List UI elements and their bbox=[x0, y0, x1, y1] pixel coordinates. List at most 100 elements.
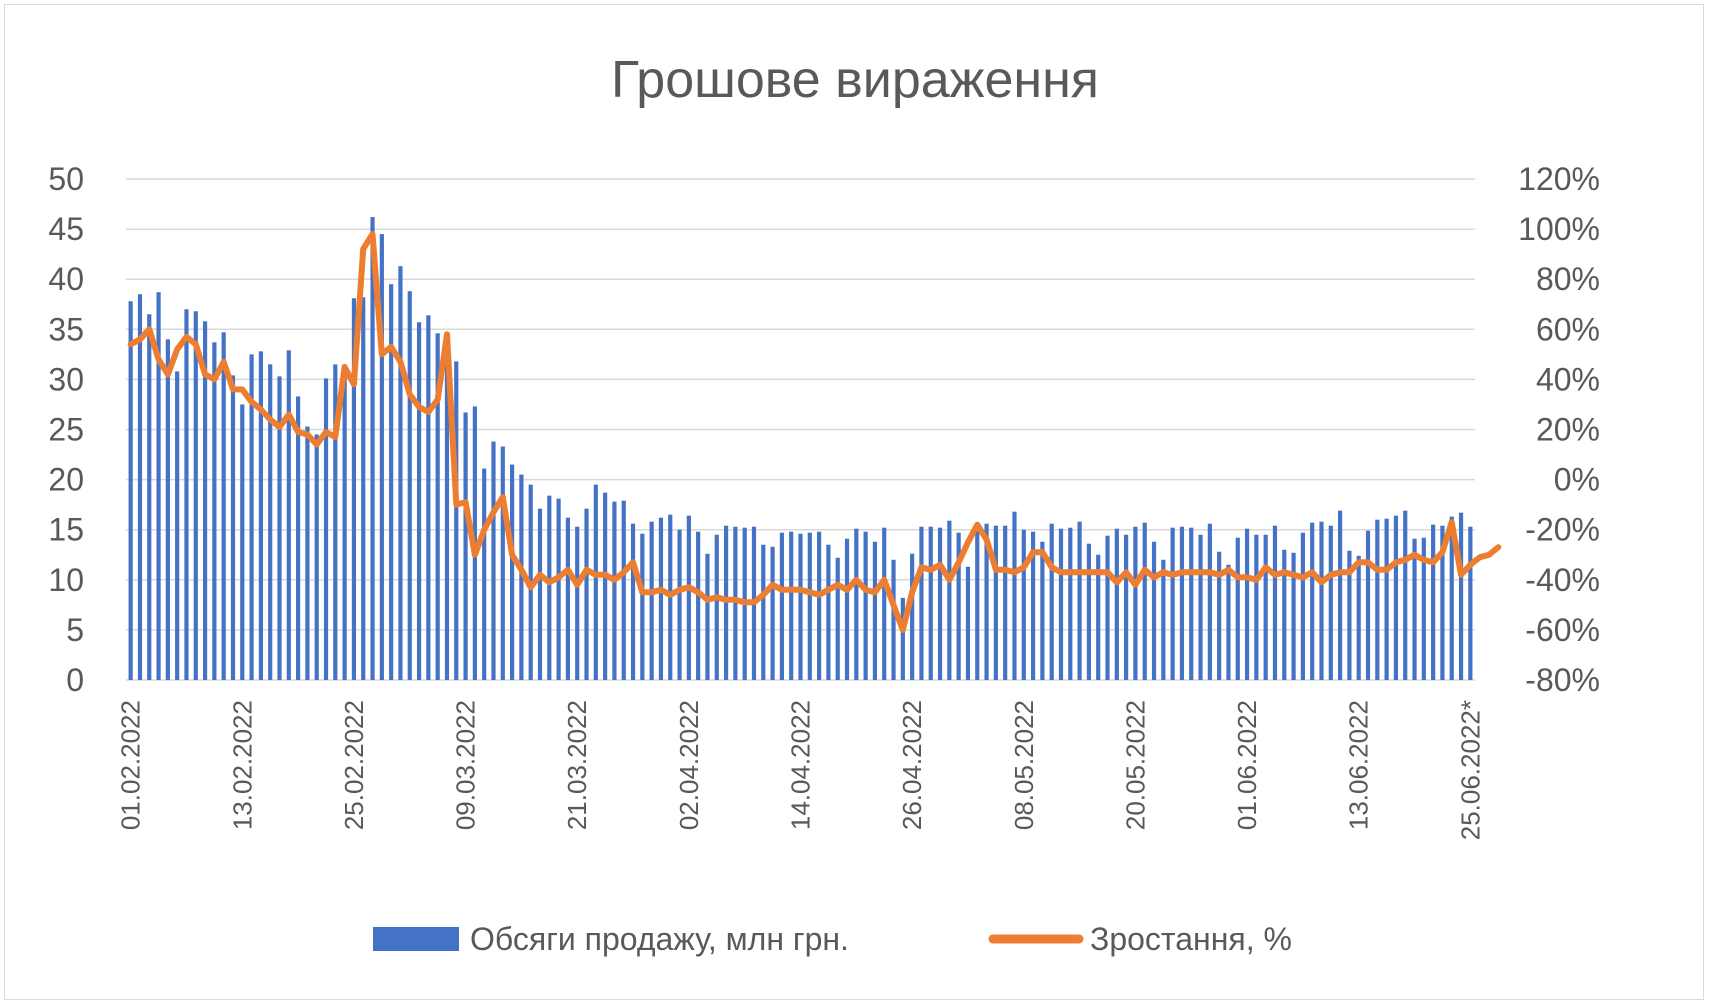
y-left-tick-label: 40 bbox=[48, 261, 84, 297]
bar bbox=[1244, 528, 1250, 680]
y-right-tick-label: 60% bbox=[1536, 311, 1600, 347]
bar bbox=[1403, 510, 1408, 680]
bar bbox=[956, 532, 961, 680]
bar bbox=[984, 523, 989, 680]
bar bbox=[1105, 535, 1110, 680]
legend-bar-swatch bbox=[373, 927, 459, 951]
y-right-tick-label: -40% bbox=[1525, 562, 1600, 598]
bar bbox=[1356, 555, 1361, 680]
bar bbox=[389, 284, 394, 680]
bar bbox=[1161, 559, 1166, 680]
y-right-tick-label: -80% bbox=[1525, 662, 1600, 698]
y-left-tick-label: 25 bbox=[48, 412, 84, 448]
bar bbox=[398, 266, 403, 680]
bar bbox=[817, 531, 822, 680]
bar bbox=[640, 533, 645, 680]
bar bbox=[1458, 512, 1464, 680]
y-right-tick-label: 20% bbox=[1536, 412, 1600, 448]
growth-line bbox=[127, 231, 1502, 633]
bar bbox=[575, 526, 580, 680]
bar bbox=[779, 532, 784, 680]
bar bbox=[519, 474, 524, 680]
gridlines bbox=[126, 178, 1475, 681]
bar bbox=[686, 515, 691, 680]
bar bbox=[1114, 528, 1119, 680]
bar bbox=[910, 553, 915, 680]
x-tick-label: 08.05.2022 bbox=[1009, 700, 1039, 830]
bar bbox=[900, 597, 905, 680]
bar bbox=[1365, 530, 1371, 680]
bar bbox=[305, 426, 310, 680]
bar bbox=[379, 234, 384, 681]
x-tick-label: 13.02.2022 bbox=[227, 700, 257, 830]
bar bbox=[1375, 519, 1380, 680]
bar bbox=[212, 342, 217, 680]
y-right-tick-label: 0% bbox=[1554, 462, 1600, 498]
bar bbox=[584, 508, 589, 680]
bar bbox=[789, 531, 794, 680]
legend-bar-label: Обсяги продажу, млн грн. bbox=[470, 921, 849, 957]
y-left-tick-label: 30 bbox=[48, 361, 84, 397]
y-left-tick-label: 35 bbox=[48, 311, 84, 347]
x-tick-label: 25.06.2022* bbox=[1455, 700, 1485, 840]
y-left-tick-label: 45 bbox=[48, 211, 84, 247]
bar bbox=[202, 321, 208, 680]
bar bbox=[975, 528, 980, 680]
bar bbox=[723, 525, 729, 680]
bar bbox=[323, 378, 329, 680]
bar bbox=[407, 291, 412, 680]
bar bbox=[891, 559, 896, 680]
bar bbox=[454, 361, 459, 680]
bar bbox=[947, 520, 952, 680]
bar bbox=[1300, 532, 1305, 680]
bar bbox=[1133, 526, 1138, 680]
bar bbox=[1328, 525, 1333, 680]
bar bbox=[1124, 534, 1129, 680]
bar bbox=[696, 531, 701, 680]
bar bbox=[733, 526, 738, 680]
y-left-tick-label: 5 bbox=[66, 612, 84, 648]
bar bbox=[826, 544, 831, 680]
y-right-tick-label: -20% bbox=[1525, 512, 1600, 548]
x-tick-label: 01.06.2022 bbox=[1232, 700, 1262, 830]
bar bbox=[1189, 527, 1194, 680]
y-right-tick-label: 100% bbox=[1518, 211, 1600, 247]
bar bbox=[1468, 526, 1473, 680]
bar bbox=[1263, 534, 1268, 680]
bar bbox=[175, 371, 180, 680]
bar bbox=[621, 500, 626, 680]
bar bbox=[1310, 522, 1315, 680]
bar bbox=[286, 350, 291, 680]
bar bbox=[854, 528, 859, 680]
bar bbox=[556, 498, 561, 680]
bar bbox=[416, 322, 422, 680]
bar bbox=[277, 376, 282, 680]
bar bbox=[1012, 511, 1017, 680]
bar bbox=[165, 339, 170, 680]
bar bbox=[463, 412, 468, 680]
bar bbox=[1440, 525, 1445, 680]
bar bbox=[249, 354, 254, 680]
bar bbox=[928, 526, 933, 680]
bar bbox=[128, 301, 133, 680]
bar bbox=[1021, 529, 1026, 680]
bar bbox=[593, 484, 598, 680]
bar bbox=[1170, 527, 1175, 680]
bar bbox=[1393, 515, 1399, 680]
bar bbox=[1207, 523, 1212, 680]
bar bbox=[444, 362, 450, 680]
bar bbox=[565, 517, 571, 680]
bar bbox=[351, 298, 357, 680]
bar bbox=[965, 566, 971, 680]
bar bbox=[1412, 538, 1417, 680]
bar bbox=[1049, 523, 1054, 680]
bar bbox=[1151, 541, 1157, 680]
bar bbox=[761, 544, 766, 680]
bar bbox=[342, 373, 347, 680]
left-axis-ticks: 0 5 10 15 20 25 30 35 40 45 50 bbox=[48, 161, 84, 698]
bar bbox=[1449, 516, 1454, 680]
bar bbox=[1254, 534, 1259, 680]
x-tick-label: 02.04.2022 bbox=[674, 700, 704, 830]
bar bbox=[1198, 534, 1203, 680]
bar bbox=[1068, 527, 1073, 680]
